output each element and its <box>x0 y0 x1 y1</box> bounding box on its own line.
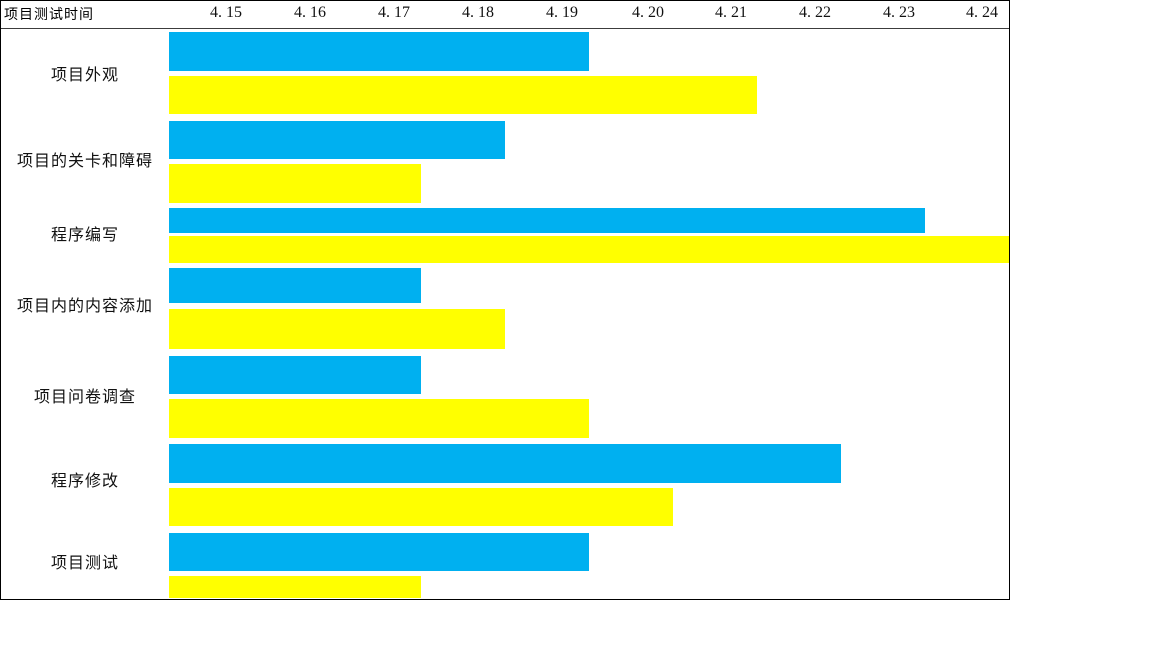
x-tick-label: 4. 21 <box>715 4 747 21</box>
x-tick-label: 4. 19 <box>546 4 578 21</box>
chart-frame: 项目测试时间 4. 15 4. 16 4. 17 4. 18 4. 19 4. 20 4. … <box>0 0 1010 600</box>
bar-yellow <box>169 236 1009 263</box>
category-label: 项目外观 <box>50 67 119 84</box>
bar-yellow <box>169 76 757 114</box>
bar-yellow <box>169 399 589 438</box>
category-label: 程序编写 <box>50 227 119 244</box>
x-tick-label: 4. 24 <box>966 4 998 21</box>
x-tick-label: 4. 23 <box>883 4 915 21</box>
chart-title: 项目测试时间 <box>4 8 94 23</box>
bar-yellow <box>169 164 421 203</box>
bar-blue <box>169 268 421 303</box>
bar-blue <box>169 356 421 394</box>
x-tick-label: 4. 22 <box>799 4 831 21</box>
bar-blue <box>169 121 505 159</box>
bar-blue <box>169 208 925 233</box>
x-tick-label: 4. 20 <box>632 4 664 21</box>
bar-blue <box>169 533 589 571</box>
category-label: 项目测试 <box>50 555 119 572</box>
bar-blue <box>169 32 589 71</box>
category-label: 项目问卷调查 <box>33 389 136 406</box>
category-label: 项目的关卡和障碍 <box>16 153 153 170</box>
x-tick-label: 4. 17 <box>378 4 410 21</box>
bar-blue <box>169 444 841 483</box>
x-tick-label: 4. 15 <box>210 4 242 21</box>
category-label: 程序修改 <box>50 473 119 490</box>
header-divider <box>1 28 1009 29</box>
bar-yellow <box>169 488 673 526</box>
bar-yellow <box>169 309 505 349</box>
x-tick-label: 4. 16 <box>294 4 326 21</box>
category-label: 项目内的内容添加 <box>16 298 153 315</box>
x-tick-label: 4. 18 <box>462 4 494 21</box>
bar-yellow <box>169 576 421 598</box>
